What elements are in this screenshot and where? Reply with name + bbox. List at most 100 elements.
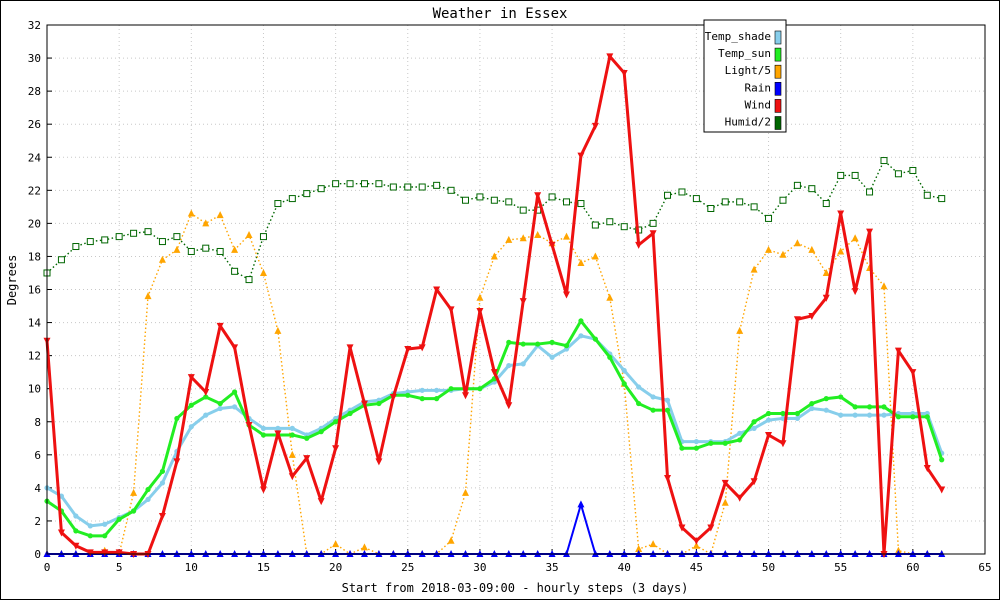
light-5-point [447,536,455,544]
humid-2-point [303,190,311,198]
temp-shade-point [751,425,757,431]
humid-2-point [86,238,94,246]
wind-point [476,307,484,315]
humid-2-point [202,244,210,252]
wind-point [894,347,902,355]
temp-shade-point [636,384,642,390]
humid-2-point [332,180,340,188]
temp-shade-point [881,412,887,418]
rain-point [577,500,585,508]
y-tick-label: 2 [34,515,41,528]
y-tick-label: 18 [28,250,41,263]
temp-sun-point [217,400,223,407]
temp-sun-point [910,414,916,420]
humid-2-point [389,183,397,191]
light-5-point [577,259,585,267]
temp-sun-point [823,396,829,402]
temp-sun-point [174,415,180,422]
wind-point [259,486,267,494]
light-5-point [765,245,773,253]
wind-point [57,529,65,537]
humid-2-point [505,198,513,206]
humid-2-point [822,200,830,208]
light-5-point [490,252,498,260]
temp-shade-point [578,333,584,339]
wind-point [866,228,874,236]
light-5-point [635,545,643,553]
wind-point [317,498,325,506]
humid-2-point [909,166,917,174]
wind-point [158,512,166,520]
x-tick-label: 5 [116,561,123,574]
temp-sun-point [592,336,598,342]
light-5-point [288,450,296,458]
temp-shade-point [73,513,79,519]
wind-point [303,455,311,463]
humid-2-point [649,219,657,227]
temp-sun-point [419,396,425,402]
wind-point [461,392,469,400]
light-5-point [837,247,845,255]
humid-2-point [346,180,354,188]
humid-2-point [418,183,426,191]
wind-point [505,402,513,410]
temp-sun-point [145,486,151,493]
chart-legend: Temp_shade Temp_sun Light/5 Rain Wind Humid/2 [703,19,787,133]
temp-shade-point [765,417,772,423]
temp-sun-point [895,414,902,420]
temp-sun-point [116,516,122,522]
wind-point [332,445,340,453]
series-wind [43,53,946,558]
humid-2-point [101,236,109,244]
light-5-point [245,230,253,238]
temp-shade-point [838,412,844,418]
wind-point [563,291,571,299]
humid-2-point [577,200,585,208]
temp-sun-point [289,432,295,438]
wind-point [808,312,816,320]
temp-sun-point [765,410,772,417]
y-tick-label: 24 [28,151,42,164]
temp-shade-point [188,424,194,430]
x-tick-label: 10 [185,561,198,574]
temp-sun-point [780,410,786,417]
temp-sun-point [434,396,440,402]
wind-point [115,549,123,557]
wind-point [692,537,700,545]
light-5-point [563,232,571,240]
wind-point [736,494,744,502]
temp-shade-point [434,387,440,393]
temp-shade-point [549,354,555,360]
y-tick-label: 0 [34,548,41,561]
humid-2-point [144,228,152,236]
humid-2-point [461,196,469,204]
wind-point [187,374,195,382]
series-temp-sun [44,318,945,539]
y-tick-label: 6 [34,449,41,462]
humid-2-point [216,247,224,255]
legend-box [703,19,787,133]
temp-sun-point [203,394,209,400]
temp-sun-point [866,404,873,410]
temp-shade-point [145,496,151,503]
humid-2-point [519,206,527,214]
temp-sun-point [477,386,483,392]
temp-sun-point [679,445,685,451]
temp-shade-point [794,415,801,422]
temp-sun-point [304,435,310,441]
wind-point [909,369,917,377]
humid-2-point [779,196,787,204]
temp-shade-point [866,412,873,418]
light-5-point [779,250,787,258]
temp-sun-point [881,404,887,410]
temp-sun-point [722,440,728,446]
wind-point [231,344,239,352]
temp-shade-point [664,397,671,403]
y-tick-label: 20 [28,217,41,230]
humid-2-point [173,233,181,241]
legend-label-rain: Rain [745,81,772,94]
light-5-point [332,540,340,548]
x-tick-label: 25 [401,561,414,574]
temp-shade-point [621,367,627,374]
